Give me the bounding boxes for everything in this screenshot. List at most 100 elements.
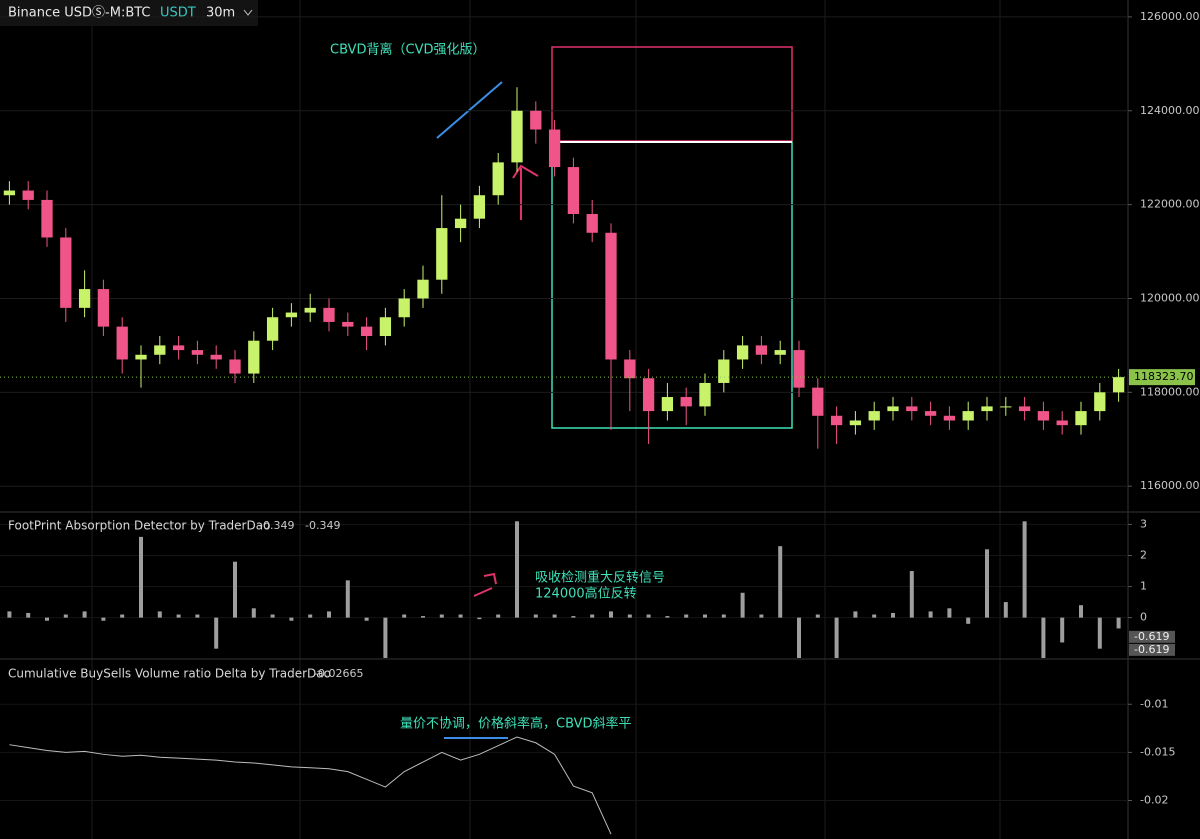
bar (684, 614, 689, 618)
candle-body (755, 345, 768, 355)
pane-title: Cumulative BuySells Volume ratio Delta b… (8, 667, 331, 681)
bar (721, 614, 726, 618)
candle-body (624, 359, 636, 379)
candle-body (943, 415, 956, 421)
quote: USDT (160, 6, 196, 21)
candle-body (1000, 406, 1012, 408)
bar (327, 611, 331, 618)
candle-body (661, 397, 674, 412)
candle-body (229, 359, 241, 374)
candle-body (586, 213, 598, 233)
bar (120, 614, 125, 618)
y-tick-label: 2 (1140, 548, 1147, 561)
bar (270, 614, 275, 618)
candle-body (22, 190, 34, 200)
bar (778, 546, 783, 618)
candle-body (210, 354, 222, 360)
candle-body (736, 345, 749, 360)
pane-title: FootPrint Absorption Detector by TraderD… (8, 519, 270, 533)
bar (496, 614, 501, 618)
bar (703, 614, 707, 618)
y-tick-label: 0 (1140, 611, 1147, 624)
toolbar[interactable] (0, 0, 258, 26)
candle-body (1056, 420, 1068, 426)
candle-body (172, 345, 185, 351)
candle-body (78, 289, 91, 308)
bar (985, 549, 989, 618)
y-tick-label: 116000.00 (1140, 479, 1200, 492)
bar (63, 614, 68, 618)
bar (289, 617, 294, 621)
value-tag (1129, 630, 1175, 643)
candle-body (830, 415, 843, 426)
value-tag-label: -0.619 (1134, 630, 1169, 643)
candle-body (285, 312, 298, 318)
bar (383, 617, 388, 658)
candle-body (379, 317, 392, 337)
candle-body (642, 378, 655, 412)
bar (515, 521, 519, 618)
candle-body (1094, 392, 1106, 412)
chevron[interactable] (243, 9, 253, 16)
candle-body (962, 411, 974, 421)
bar (627, 614, 632, 618)
bar (45, 617, 49, 621)
candle-body (1018, 406, 1031, 412)
candle-body (793, 350, 805, 388)
candle-body (60, 237, 72, 308)
bar (82, 611, 87, 618)
bar (195, 614, 200, 618)
y-tick-label: 3 (1140, 517, 1147, 530)
bar (101, 617, 106, 621)
candle-body (548, 129, 561, 168)
bar (966, 617, 971, 624)
bar (815, 614, 820, 618)
interval[interactable]: 30m (206, 6, 235, 21)
candle-body (342, 321, 354, 327)
y-tick-label: -0.015 (1140, 745, 1175, 758)
candle-body (774, 350, 786, 355)
candle-body (135, 354, 147, 360)
pane-value: -0.349 (305, 519, 340, 532)
arrow (473, 572, 497, 597)
bar (590, 614, 595, 618)
candle-body (323, 307, 335, 322)
bar (891, 612, 895, 618)
bar (233, 561, 237, 618)
annotation: 吸收检测重大反转信号 (535, 570, 665, 586)
bar (458, 614, 463, 618)
candle-body (812, 387, 824, 416)
candle-body (3, 190, 16, 196)
y-tick-label: 120000.00 (1140, 291, 1200, 304)
bar (872, 614, 877, 618)
last-price-tag (1129, 369, 1195, 386)
candle-body (454, 218, 467, 229)
bar (1079, 605, 1083, 618)
bar (552, 614, 557, 618)
candle-body (849, 420, 862, 426)
y-tick-label: 122000.00 (1140, 198, 1200, 211)
bar (834, 617, 839, 658)
annotation: 量价不协调，价格斜率高，CBVD斜率平 (400, 716, 632, 732)
bar (571, 616, 576, 618)
bar (402, 614, 407, 618)
bar (364, 617, 369, 621)
y-tick-label: 1 (1140, 580, 1147, 593)
candle-body (1037, 411, 1050, 421)
candle-body (360, 326, 373, 337)
candle-body (924, 411, 937, 416)
bar (533, 614, 538, 618)
trend-line (436, 81, 503, 139)
bar (646, 614, 651, 618)
y-tick-label: 124000.00 (1140, 104, 1200, 117)
bar (421, 616, 425, 618)
y-tick-label: 126000.00 (1140, 10, 1200, 23)
candle-body (868, 411, 880, 421)
candle-body (248, 340, 260, 374)
arrow (512, 164, 539, 220)
bar (439, 614, 444, 618)
last-price-label: 118323.70 (1134, 370, 1194, 383)
candle-body (97, 289, 110, 327)
